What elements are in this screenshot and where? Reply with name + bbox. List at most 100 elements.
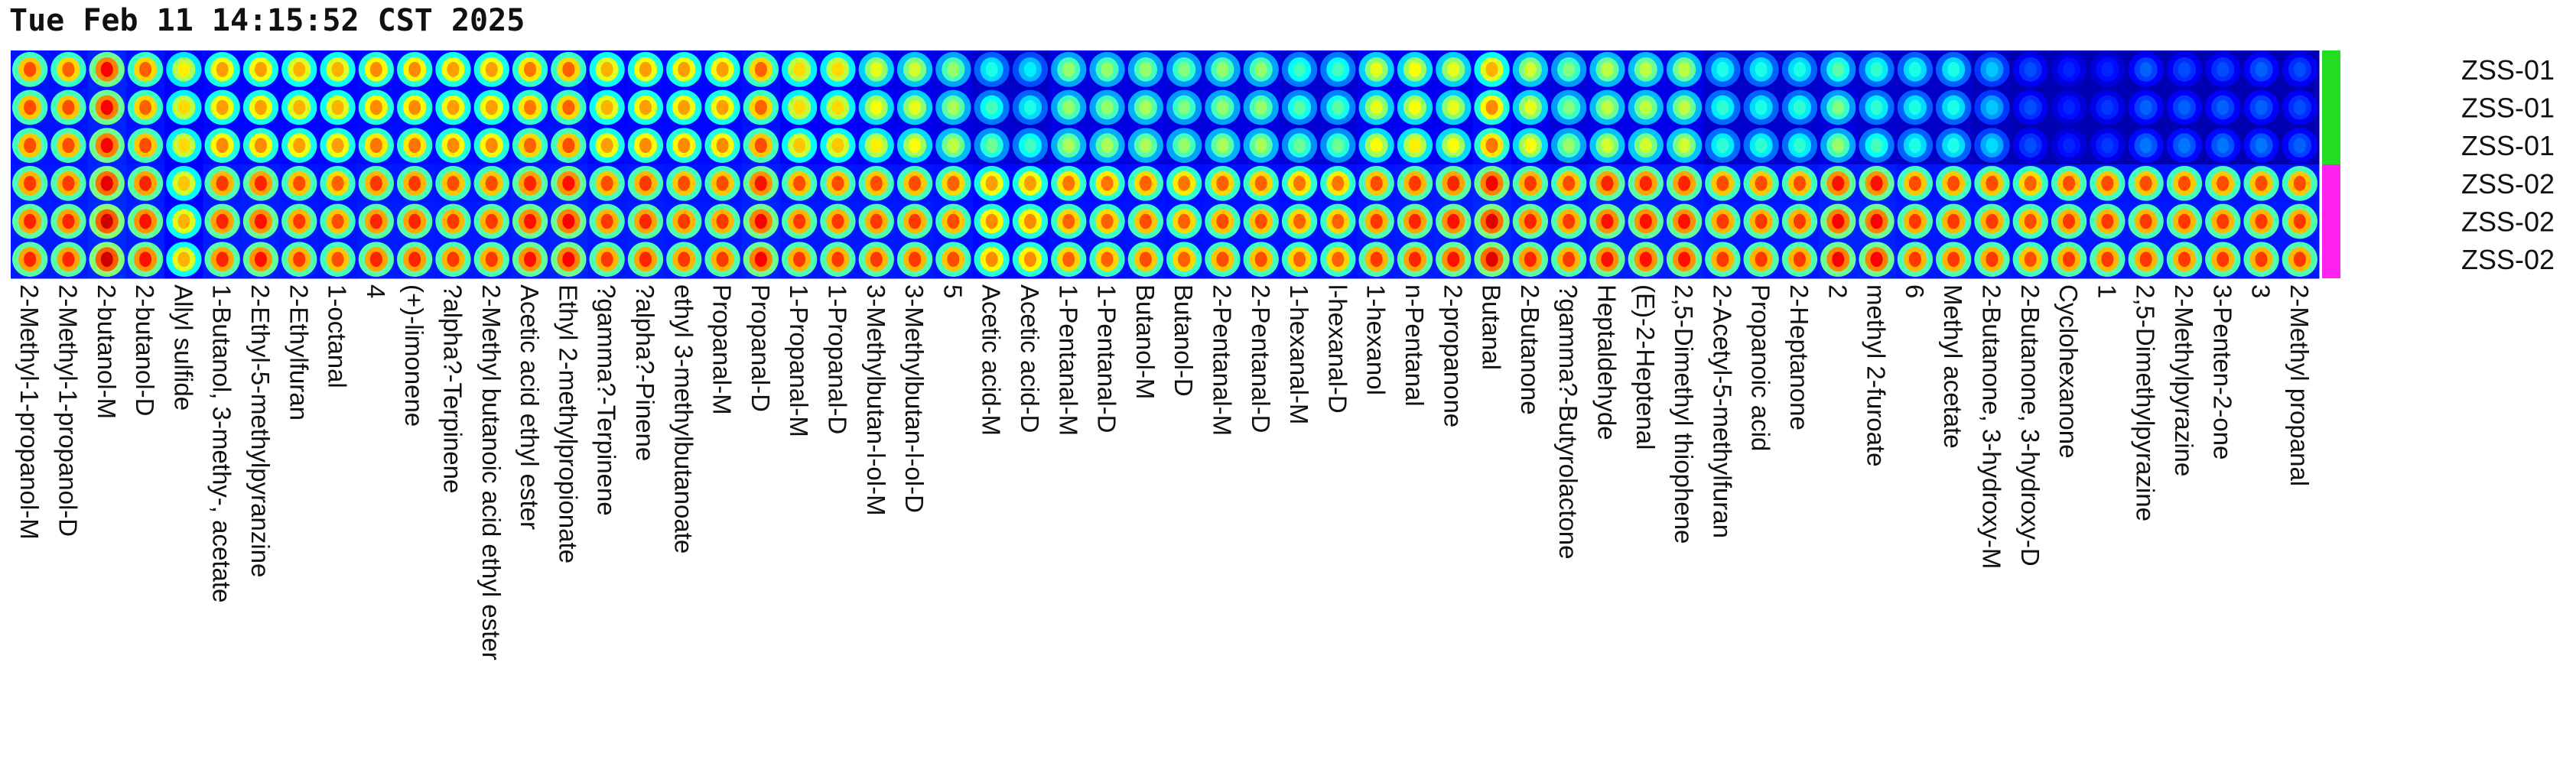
column-label: 2-Methylpyrazine	[2170, 284, 2198, 476]
heatmap-cell	[1895, 126, 1935, 165]
heatmap-cell	[1550, 202, 1589, 241]
heatmap-cell	[472, 240, 512, 279]
heatmap-cell	[1203, 50, 1243, 89]
group-color-bar	[2322, 164, 2340, 278]
heatmap-cell	[1395, 202, 1435, 241]
column-label: Methyl acetate	[1939, 284, 1967, 449]
heatmap-cell	[203, 126, 242, 165]
column-label: 2-Acetyl-5-methylfuran	[1708, 284, 1736, 538]
heatmap-cell	[1165, 240, 1204, 279]
column-label: Propanal-D	[746, 284, 775, 412]
heatmap-cell	[1319, 50, 1358, 89]
heatmap-cell	[1511, 126, 1550, 165]
heatmap-cell	[356, 164, 396, 203]
heatmap-cell	[1664, 50, 1704, 89]
heatmap-cell	[11, 202, 50, 241]
heatmap-cell	[1703, 50, 1742, 89]
column-label: 2-Ethyl-5-methylpyranzine	[246, 284, 275, 577]
heatmap-cell	[1550, 164, 1589, 203]
heatmap-cell	[434, 88, 473, 127]
heatmap-cell	[280, 50, 319, 89]
heatmap-cell	[2165, 50, 2204, 89]
heatmap-cell	[626, 164, 665, 203]
heatmap-cell	[972, 164, 1012, 203]
heatmap-cell	[1357, 164, 1397, 203]
heatmap-cell	[549, 164, 588, 203]
heatmap-cell	[1203, 88, 1243, 127]
heatmap-cell	[11, 240, 50, 279]
heatmap-cell	[1472, 50, 1512, 89]
heatmap-cell	[434, 240, 473, 279]
heatmap-cell	[1857, 88, 1897, 127]
row-label: ZSS-01	[2461, 54, 2555, 86]
heatmap-cell	[2088, 50, 2127, 89]
column-label: 6	[1901, 284, 1929, 298]
heatmap-cell	[1780, 88, 1820, 127]
heatmap-cell	[1088, 202, 1127, 241]
timestamp: Tue Feb 11 14:15:52 CST 2025	[9, 3, 525, 38]
column-label: 1-hexanal-M	[1285, 284, 1313, 424]
row-label: ZSS-01	[2461, 130, 2555, 161]
heatmap-cell	[164, 240, 203, 279]
heatmap-cell	[587, 50, 627, 89]
column-label: 1-Pentanal-D	[1093, 284, 1121, 433]
heatmap-cell	[665, 126, 704, 165]
heatmap-cell	[241, 88, 281, 127]
heatmap-cell	[1126, 202, 1166, 241]
heatmap-cell	[818, 126, 858, 165]
heatmap-cell	[857, 126, 896, 165]
heatmap-cell	[318, 202, 358, 241]
heatmap-cell	[1819, 50, 1858, 89]
heatmap-cell	[2049, 88, 2089, 127]
column-label: 2-Butanone, 3-hydroxy-D	[2016, 284, 2044, 567]
heatmap-cell	[1472, 202, 1512, 241]
heatmap-cell	[1395, 88, 1435, 127]
heatmap-cell	[741, 88, 781, 127]
heatmap-cell	[1126, 240, 1166, 279]
heatmap-cell	[2088, 240, 2127, 279]
heatmap-cell	[665, 50, 704, 89]
heatmap-cell	[2280, 50, 2320, 89]
heatmap-cell	[2126, 50, 2166, 89]
column-label: 2-Butanone, 3-hydroxy-M	[1977, 284, 2005, 569]
heatmap-cell	[934, 126, 973, 165]
heatmap-cell	[87, 164, 127, 203]
heatmap-cell	[1203, 126, 1243, 165]
heatmap-cell	[1434, 240, 1473, 279]
row-label: ZSS-02	[2461, 244, 2555, 275]
heatmap-cell	[741, 50, 781, 89]
heatmap-cell	[895, 240, 935, 279]
heatmap-cell	[703, 240, 743, 279]
heatmap-cell	[1203, 164, 1243, 203]
heatmap-cell	[1664, 88, 1704, 127]
heatmap-cell	[741, 164, 781, 203]
heatmap-cell	[395, 164, 434, 203]
column-label: (+)-limonene	[400, 284, 428, 427]
heatmap-cell	[934, 202, 973, 241]
column-label: 3-Methylbutan-l-ol-M	[862, 284, 890, 516]
heatmap-cell	[2165, 126, 2204, 165]
heatmap-cell	[780, 88, 819, 127]
heatmap-cell	[1511, 164, 1550, 203]
heatmap-cell	[1857, 164, 1897, 203]
heatmap-cell	[1472, 88, 1512, 127]
heatmap-cell	[2011, 126, 2051, 165]
column-label: 2-butanol-D	[131, 284, 159, 416]
heatmap-cell	[587, 240, 627, 279]
heatmap-cell	[972, 240, 1012, 279]
heatmap-cell	[241, 50, 281, 89]
heatmap-cell	[1664, 126, 1704, 165]
heatmap-cell	[1819, 202, 1858, 241]
heatmap-cell	[1934, 126, 1973, 165]
heatmap-cell	[972, 88, 1012, 127]
heatmap-cell	[1203, 240, 1243, 279]
heatmap-cell	[2126, 202, 2166, 241]
heatmap-cell	[318, 164, 358, 203]
heatmap-cell	[2280, 240, 2320, 279]
heatmap-cell	[280, 240, 319, 279]
heatmap-cell	[125, 202, 165, 241]
column-label: 2,5-Dimethyl thiophene	[1670, 284, 1698, 544]
heatmap-cell	[741, 202, 781, 241]
heatmap-cell	[934, 88, 973, 127]
heatmap-cell	[1126, 164, 1166, 203]
